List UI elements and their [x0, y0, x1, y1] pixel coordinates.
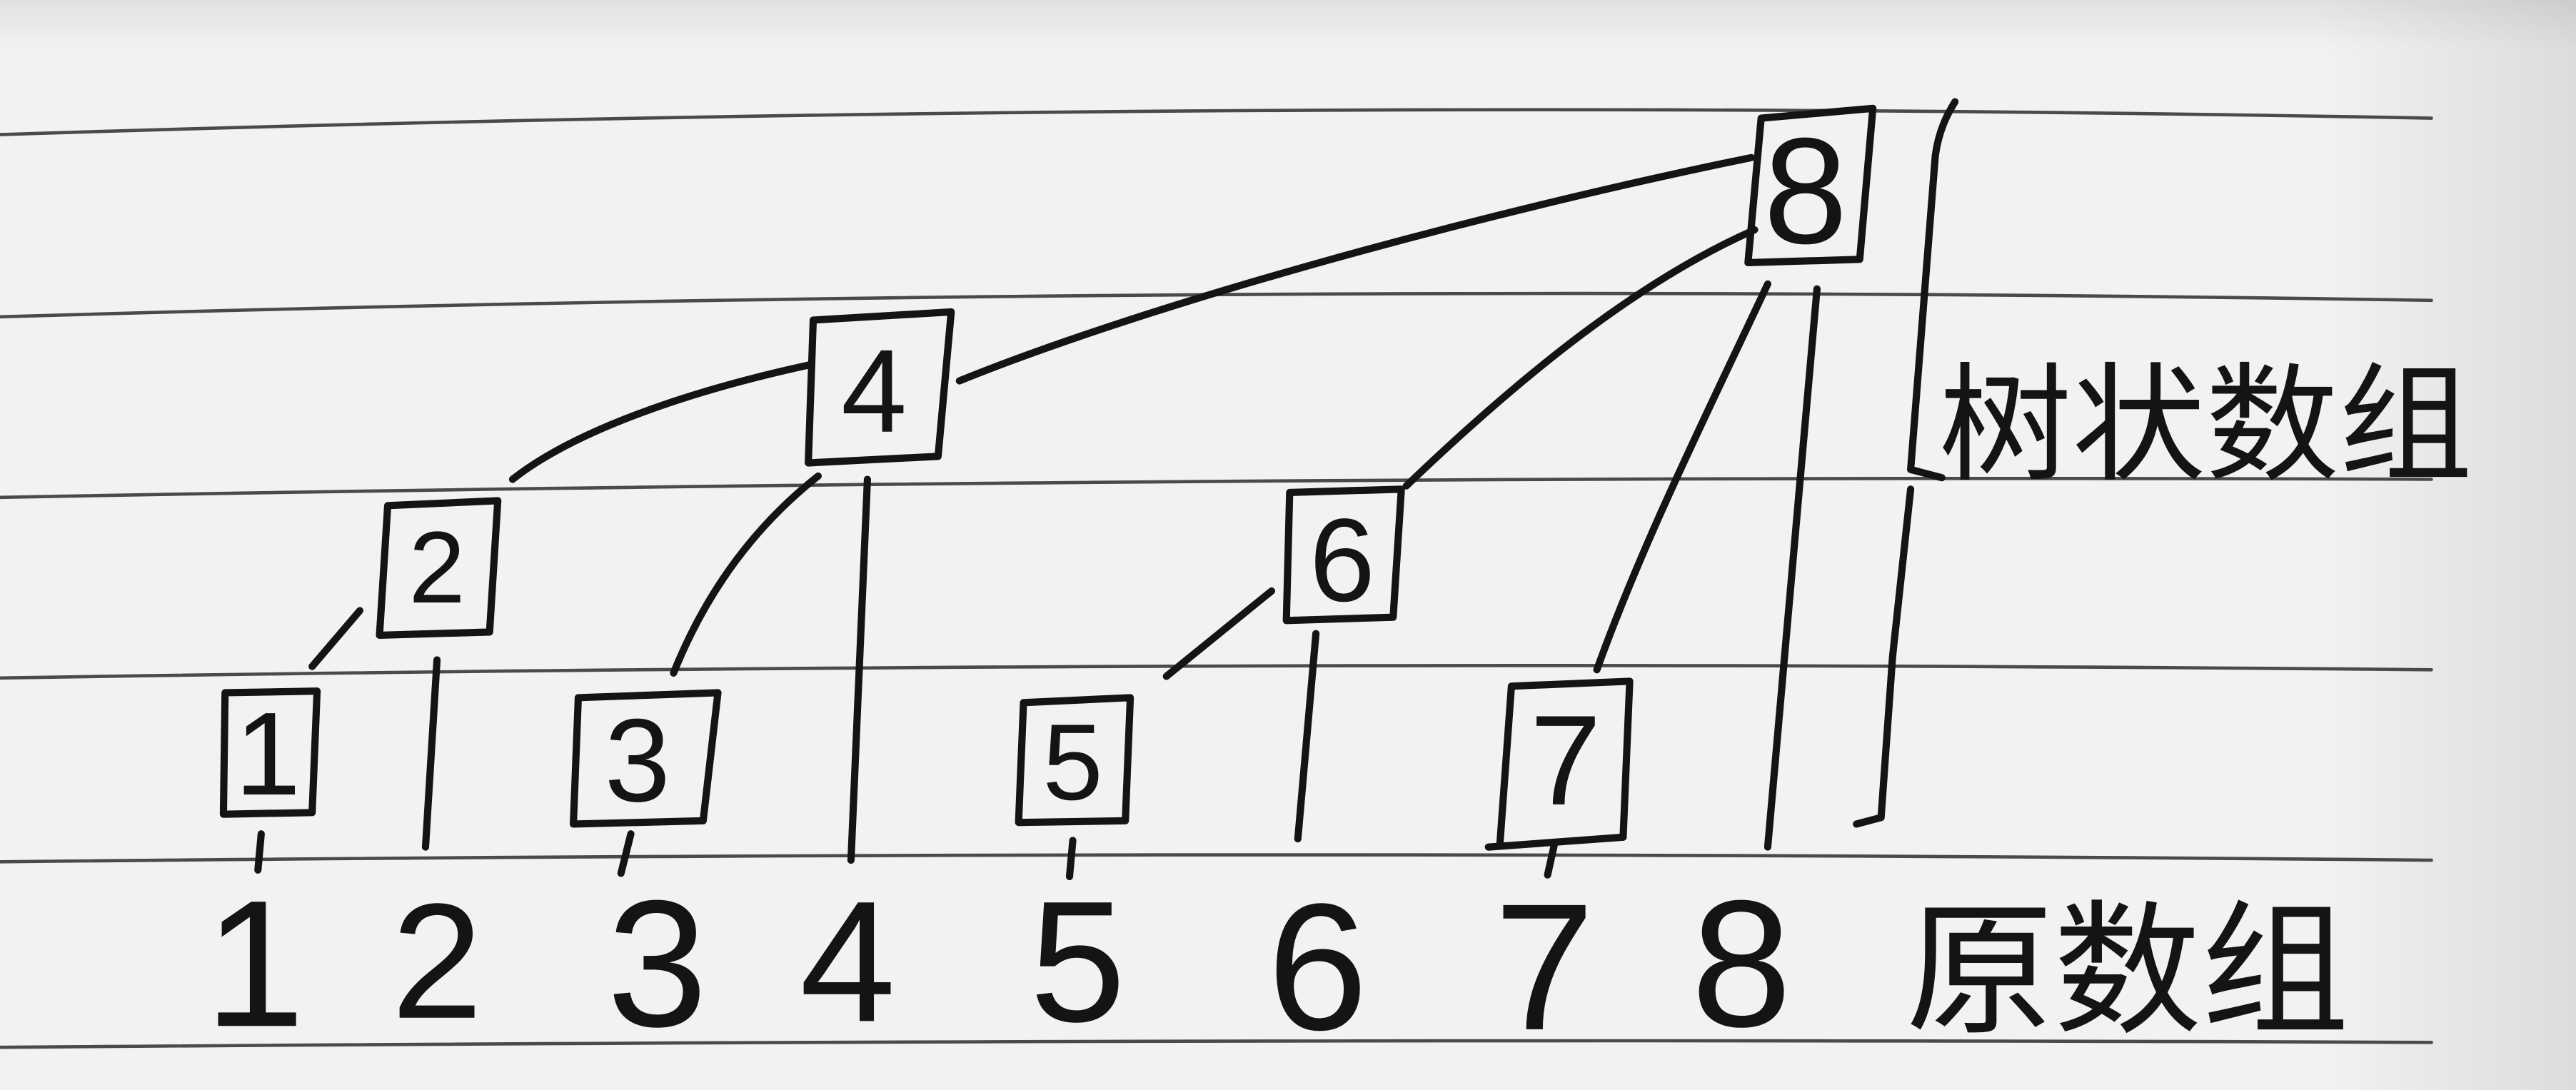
tree-node-box: [376, 497, 502, 640]
edge-4-to-value-4: [847, 475, 872, 864]
edge-2-to-4: [508, 360, 815, 483]
tree-node-6: 6: [1282, 485, 1405, 627]
ruled-line: [0, 664, 2433, 680]
tree-node-4: 4: [805, 308, 955, 467]
tree-node-label: 1: [235, 688, 301, 820]
ruled-lines: [0, 108, 2433, 1049]
tree-node-box: [569, 689, 722, 828]
tree-array-bracket: [1853, 98, 1959, 828]
tree-array-nodes: 1 2 3 4 5 6 7: [219, 104, 1877, 851]
tick-1-to-value-1: [254, 830, 265, 874]
tick-5-to-value-5: [1065, 837, 1077, 881]
tick-7-to-value-7: [1544, 842, 1558, 879]
edge-3-to-4: [670, 472, 822, 677]
ruled-line: [0, 291, 2433, 319]
tree-node-box: [805, 308, 955, 467]
original-array-label: 原数组: [1906, 887, 2349, 1055]
tick-3-to-value-3: [617, 830, 635, 877]
original-array-value: 8: [1691, 862, 1792, 1064]
edge-7-to-8: [1593, 280, 1771, 674]
tree-node-label: 3: [605, 695, 670, 827]
tree-node-label: 5: [1042, 702, 1102, 823]
tree-node-box: [219, 687, 321, 818]
tree-node-label: 6: [1309, 495, 1375, 627]
edge-6-to-8: [1402, 226, 1759, 490]
edge-2-to-value-2: [421, 656, 441, 851]
original-array-value: 6: [1267, 866, 1368, 1068]
tree-node-label: 7: [1530, 690, 1601, 832]
tree-edges: [254, 153, 1821, 881]
tree-node-box: [1484, 677, 1634, 851]
original-array-value: 2: [391, 869, 483, 1053]
edge-5-to-6: [1162, 587, 1276, 680]
tree-array-label: 树状数组: [1938, 351, 2472, 500]
tree-node-1: 1: [219, 687, 321, 820]
tree-node-box: [1282, 485, 1405, 625]
edge-6-to-value-6: [1294, 630, 1320, 843]
tree-node-label: 4: [841, 326, 907, 458]
tree-node-box: [1015, 694, 1134, 827]
edge-1-to-2: [308, 607, 363, 670]
tree-node-5: 5: [1015, 694, 1134, 827]
tree-node-box: [1744, 104, 1877, 267]
tree-node-label: 8: [1764, 106, 1848, 275]
edge-4-to-8: [955, 153, 1755, 385]
original-array-value: 7: [1494, 866, 1595, 1068]
original-array-value: 4: [800, 865, 895, 1058]
original-array-value: 3: [607, 862, 708, 1064]
ruled-line: [0, 1039, 2433, 1049]
original-array-value: 5: [1030, 865, 1125, 1058]
ruled-line: [0, 853, 2433, 864]
tree-node-3: 3: [569, 689, 722, 828]
original-array-value: 1: [204, 862, 305, 1064]
tree-node-label: 2: [408, 511, 465, 625]
tree-node-2: 2: [376, 497, 502, 640]
tree-node-8: 8: [1744, 104, 1877, 275]
original-array-values: 1 2 3 4 5 6 7 8: [204, 862, 1791, 1068]
ruled-line: [0, 108, 2433, 136]
tree-node-7: 7: [1484, 677, 1634, 851]
ruled-line: [0, 476, 2433, 500]
edge-8-to-value-8: [1764, 285, 1821, 851]
